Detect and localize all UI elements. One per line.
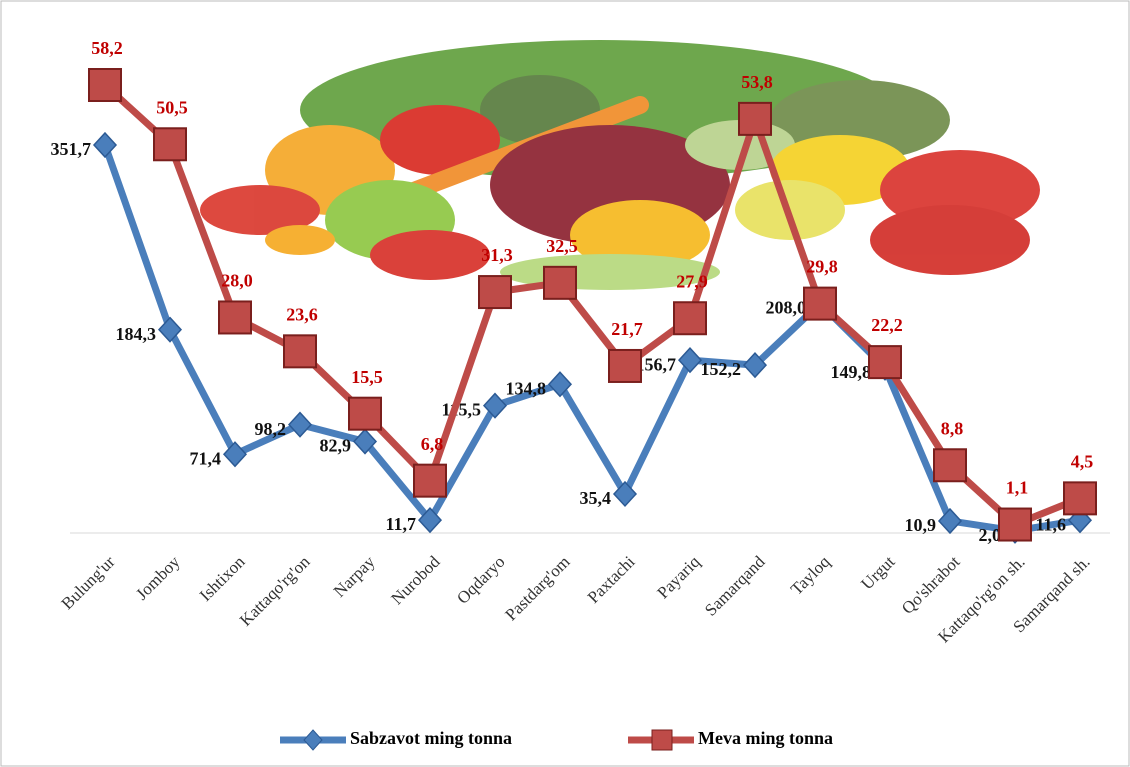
data-label: 208,0 (766, 298, 807, 318)
marker (348, 396, 382, 431)
marker (417, 506, 443, 534)
marker (738, 101, 772, 136)
background-image (200, 40, 1040, 290)
data-label: 149,8 (831, 362, 872, 382)
data-label: 8,8 (941, 418, 964, 438)
data-label: 35,4 (580, 488, 612, 508)
marker (153, 127, 187, 162)
marker (937, 507, 963, 535)
series-line (102, 82, 1082, 529)
marker (677, 347, 703, 374)
legend-label: Sabzavot ming tonna (350, 728, 512, 748)
data-label: 31,3 (481, 245, 513, 265)
pepper (265, 225, 335, 255)
data-label: 115,5 (441, 400, 481, 420)
marker (612, 480, 638, 508)
data-label: 6,8 (421, 434, 444, 454)
marker (933, 448, 967, 483)
data-label: 11,6 (1035, 514, 1066, 534)
marker (283, 334, 317, 369)
data-label: 11,7 (385, 514, 416, 534)
marker (218, 300, 252, 335)
tomato (870, 205, 1030, 275)
marker (222, 441, 248, 468)
marker (157, 316, 183, 343)
marker (482, 392, 508, 419)
data-label: 156,7 (636, 354, 677, 374)
orange (570, 200, 710, 270)
data-label: 10,9 (905, 515, 937, 535)
legend-marker (303, 729, 323, 751)
data-label: 184,3 (116, 324, 157, 344)
data-label: 351,7 (51, 139, 92, 159)
data-label: 2,0 (979, 525, 1002, 545)
marker (287, 411, 313, 438)
marker (413, 463, 447, 498)
marker (673, 301, 707, 336)
tomato (370, 230, 490, 280)
marker (742, 351, 768, 379)
data-label: 58,2 (91, 38, 123, 58)
data-label: 29,8 (806, 257, 838, 277)
data-label: 4,5 (1071, 451, 1094, 471)
data-label: 71,4 (190, 448, 222, 468)
marker (608, 348, 642, 383)
data-label: 82,9 (320, 436, 352, 456)
marker (998, 507, 1032, 542)
marker (1063, 481, 1097, 516)
tomato (200, 185, 320, 235)
data-label: 23,6 (286, 304, 318, 324)
data-label: 134,8 (506, 378, 547, 398)
marker (803, 286, 837, 321)
data-label: 53,8 (741, 72, 773, 92)
marker (543, 265, 577, 300)
marker (478, 275, 512, 310)
marker (88, 68, 122, 102)
data-label: 15,5 (351, 367, 383, 387)
marker (92, 131, 118, 159)
data-label: 32,5 (546, 236, 578, 256)
marker (547, 371, 573, 398)
marker (868, 345, 902, 380)
legend-marker (651, 729, 673, 751)
data-label: 22,2 (871, 315, 903, 335)
data-label: 27,9 (676, 271, 708, 291)
data-label: 50,5 (156, 97, 188, 117)
data-label: 98,2 (255, 419, 287, 439)
data-label: 152,2 (701, 359, 742, 379)
data-label: 28,0 (221, 271, 253, 291)
series: 58,2 50,5 28,0 23,6 15,5 6,8 31,3 32,5 21,7 27,9 5… (88, 38, 1097, 542)
marker (352, 428, 378, 455)
data-label: 1,1 (1006, 478, 1029, 498)
data-label: 21,7 (611, 319, 643, 339)
series-line (101, 143, 1081, 535)
pepper (380, 105, 500, 175)
legend-label: Meva ming tonna (698, 728, 833, 748)
